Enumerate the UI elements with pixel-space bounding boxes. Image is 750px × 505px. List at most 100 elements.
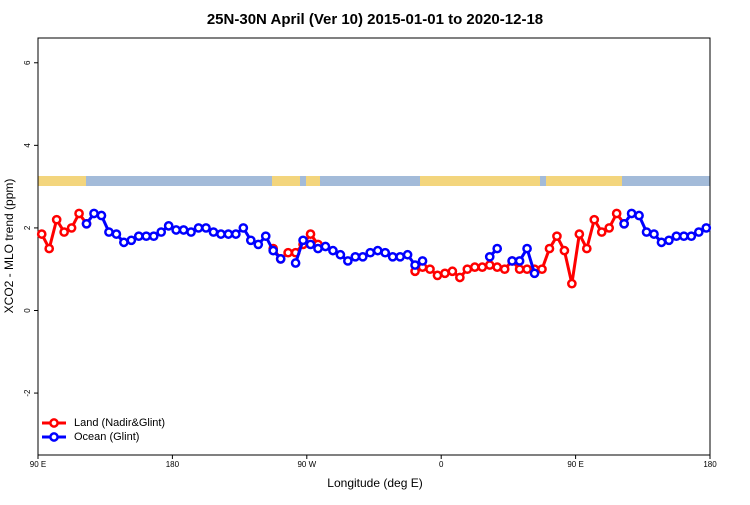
data-point <box>462 264 473 275</box>
plot-frame <box>37 37 711 456</box>
x-tick-label: 90 E <box>567 460 583 469</box>
data-point <box>335 249 346 260</box>
data-point <box>245 235 256 246</box>
data-point <box>89 208 99 219</box>
data-point <box>611 208 622 219</box>
data-point <box>51 214 62 225</box>
ocean-band <box>38 176 710 186</box>
data-point <box>313 243 323 254</box>
data-point <box>350 251 361 262</box>
data-point <box>686 231 697 242</box>
data-point <box>223 229 234 239</box>
data-point <box>619 218 629 229</box>
land-band <box>546 176 622 186</box>
data-point <box>148 231 159 242</box>
data-point <box>126 235 137 246</box>
y-axis-label: XCO2 - MLO trend (ppm) <box>2 179 16 314</box>
data-point <box>574 229 585 239</box>
y-tick-label: 6 <box>23 60 32 65</box>
data-point <box>664 235 674 246</box>
data-point <box>328 245 338 256</box>
data-point <box>74 208 84 219</box>
data-point <box>559 245 570 256</box>
y-tick-label: 2 <box>23 225 32 230</box>
data-point <box>507 256 517 266</box>
data-point <box>59 227 69 237</box>
data-point <box>380 247 391 258</box>
data-point <box>522 264 532 275</box>
land-ocean-band <box>38 176 710 186</box>
data-point <box>305 229 316 239</box>
data-point <box>417 256 428 266</box>
data-point <box>634 210 644 221</box>
data-point <box>133 231 144 242</box>
data-point <box>477 262 488 272</box>
data-point <box>544 243 555 254</box>
data-point <box>36 229 47 239</box>
data-point <box>253 239 264 250</box>
data-point <box>178 225 189 235</box>
data-point <box>425 264 435 275</box>
data-point <box>171 225 181 235</box>
x-tick-label: 0 <box>439 460 444 469</box>
data-point <box>432 270 443 281</box>
data-point <box>231 229 241 239</box>
data-point <box>365 247 376 258</box>
data-point <box>66 223 77 233</box>
data-point <box>440 268 450 279</box>
data-point <box>320 241 331 252</box>
legend-marker <box>49 432 59 442</box>
data-point <box>492 243 503 254</box>
data-point <box>305 239 316 250</box>
data-point <box>626 208 637 219</box>
data-point <box>447 266 458 277</box>
data-point <box>589 214 600 225</box>
land-band <box>38 176 86 186</box>
data-point <box>529 268 540 279</box>
x-tick-label: 90 W <box>297 460 316 469</box>
data-point <box>514 264 525 275</box>
y-tick-label: 0 <box>23 308 32 313</box>
land-band <box>272 176 300 186</box>
data-point <box>343 256 353 266</box>
data-point <box>492 262 503 272</box>
data-point <box>552 231 562 242</box>
data-point <box>119 237 129 248</box>
data-point <box>641 227 652 237</box>
data-point <box>81 218 92 229</box>
data-point <box>499 264 510 275</box>
data-point <box>484 260 495 270</box>
data-point <box>163 221 174 231</box>
data-point <box>656 237 667 248</box>
data-point <box>469 262 480 272</box>
data-point <box>596 227 607 237</box>
data-point <box>141 231 152 242</box>
data-point <box>693 227 704 237</box>
data-point <box>567 278 577 289</box>
y-tick-label: 4 <box>23 143 32 148</box>
legend-label: Ocean (Glint) <box>74 431 139 443</box>
data-point <box>216 229 226 239</box>
data-point <box>260 231 271 242</box>
data-point <box>275 254 286 264</box>
data-point <box>701 223 712 233</box>
data-point <box>298 235 308 246</box>
data-point <box>372 245 383 256</box>
data-point <box>357 251 368 262</box>
chart-title: 25N-30N April (Ver 10) 2015-01-01 to 202… <box>207 11 543 28</box>
land-band <box>420 176 540 186</box>
x-tick-label: 90 E <box>30 460 46 469</box>
data-point <box>679 231 689 242</box>
data-point <box>581 243 592 254</box>
land-band <box>306 176 320 186</box>
data-point <box>44 243 55 254</box>
x-tick-label: 180 <box>703 460 717 469</box>
data-point <box>671 231 682 242</box>
data-point <box>484 251 495 262</box>
data-point <box>201 223 211 233</box>
data-point <box>156 227 167 237</box>
data-point <box>96 210 107 221</box>
x-tick-label: 180 <box>166 460 180 469</box>
data-point <box>514 256 525 266</box>
